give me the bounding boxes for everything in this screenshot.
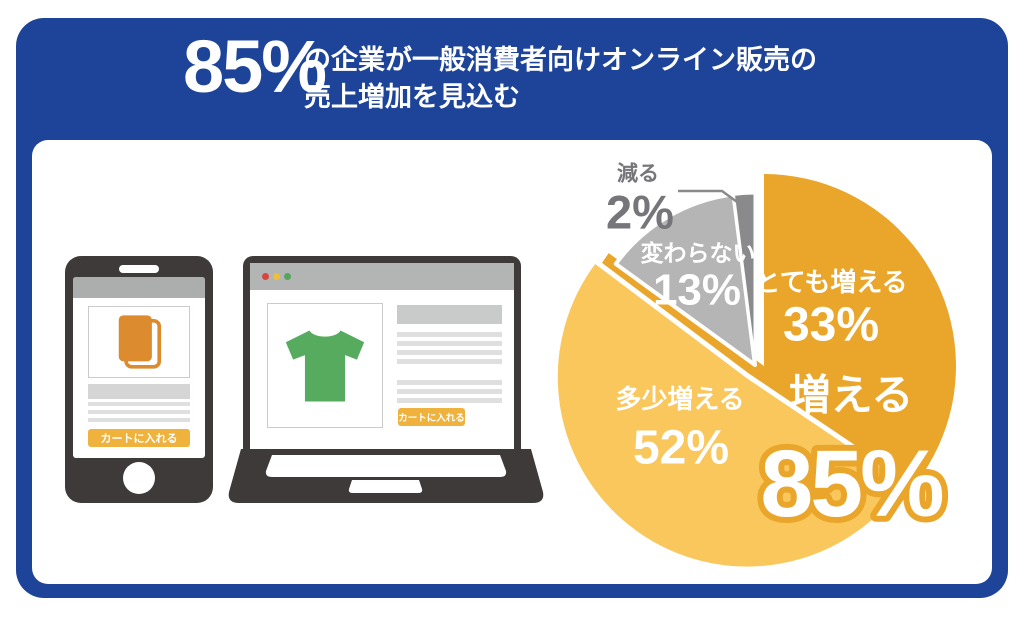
laptop-text-line	[397, 332, 502, 337]
close-icon	[262, 273, 269, 280]
label-very-increase: とても増える	[754, 267, 907, 297]
phone-product-image	[88, 306, 190, 378]
laptop-cart-button: カートに入れる	[398, 408, 465, 426]
laptop-text-line	[397, 398, 502, 403]
pie-slice-no-change	[613, 192, 757, 367]
headline-line1: の企業が一般消費者向けオンライン販売の	[304, 45, 817, 75]
decrease-callout-line	[678, 189, 745, 209]
phone-text-line	[88, 410, 190, 414]
phone-screen: カートに入れる	[73, 277, 205, 458]
laptop-keyboard	[265, 455, 507, 477]
laptop-text-line	[397, 350, 502, 355]
illustration-laptop: カートに入れる	[243, 256, 521, 449]
phone-text-line	[88, 402, 190, 406]
label-decrease: 減る	[617, 162, 659, 186]
illustration-smartphone: カートに入れる	[65, 256, 213, 503]
headline-stat: 85%	[183, 25, 327, 108]
tshirt-icon	[285, 329, 365, 402]
label-somewhat-increase: 多少増える	[615, 384, 744, 414]
phone-home-button	[123, 462, 155, 494]
pie-chart: 減る 2% 変わらない 13% とても増える 33% 多少増える 52% 増える…	[552, 162, 956, 572]
laptop-text-header	[397, 305, 502, 324]
laptop-touchpad-notch	[348, 480, 423, 493]
value-somewhat-increase: 52%	[633, 422, 729, 475]
laptop-browser-bar	[250, 263, 514, 290]
laptop-text-line	[397, 389, 502, 394]
laptop-text-line	[397, 359, 502, 364]
phone-text-line	[88, 418, 190, 422]
laptop-base	[228, 449, 544, 503]
phone-speaker	[119, 265, 159, 273]
pie-slice-decrease	[731, 191, 757, 367]
headline-text: の企業が一般消費者向けオンライン販売の 売上増加を見込む	[304, 42, 817, 116]
laptop-text-line	[397, 380, 502, 385]
label-increase-total: 増える	[789, 372, 914, 419]
label-no-change: 変わらない	[641, 240, 756, 266]
laptop-display: カートに入れる	[250, 263, 514, 449]
value-very-increase: 33%	[783, 299, 879, 352]
value-increase-total: 85%	[760, 431, 942, 537]
laptop-text-line	[397, 341, 502, 346]
laptop-product-image	[267, 303, 383, 428]
phone-text-block	[88, 384, 190, 399]
phone-cart-button: カートに入れる	[88, 429, 190, 447]
value-decrease: 2%	[606, 186, 674, 239]
book-icon	[118, 315, 162, 369]
minimize-icon	[273, 273, 280, 280]
value-no-change: 13%	[653, 266, 741, 315]
zoom-icon	[284, 273, 291, 280]
headline-line2: 売上増加を見込む	[304, 82, 520, 112]
phone-screen-header	[73, 277, 205, 298]
pie-slice-somewhat-increase	[552, 258, 910, 572]
